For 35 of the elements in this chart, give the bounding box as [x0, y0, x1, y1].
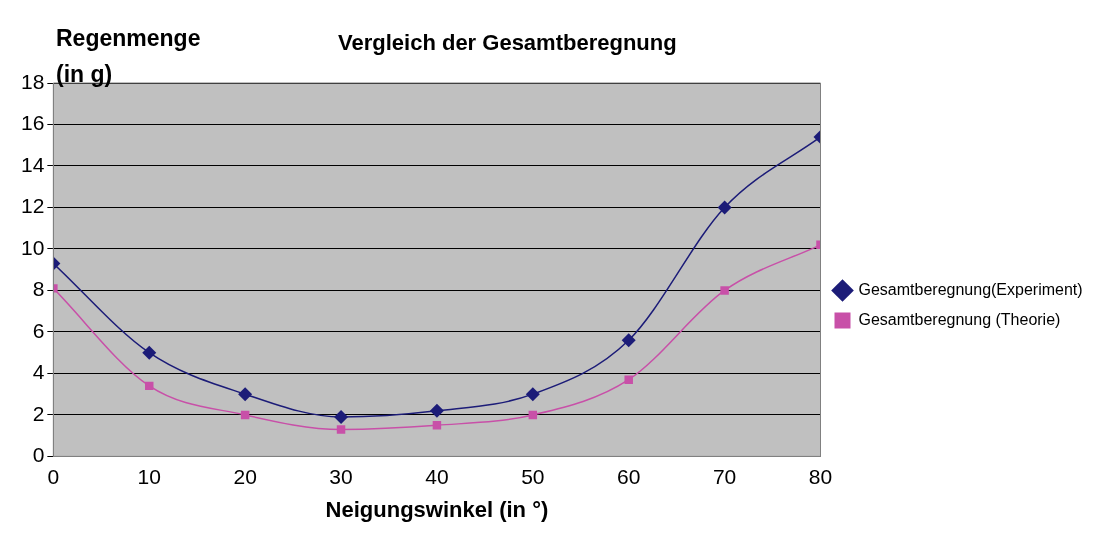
x-axis-title: Neigungswinkel (in °) — [325, 496, 549, 522]
legend-label: Gesamtberegnung (Theorie) — [858, 310, 1061, 328]
y-tick-label: 10 — [21, 235, 45, 259]
point — [429, 403, 444, 418]
point — [334, 409, 349, 424]
y-tick-label: 0 — [32, 443, 45, 467]
point — [525, 387, 540, 402]
x-tick-label: 60 — [617, 464, 641, 488]
y-tick-label: 18 — [21, 69, 45, 93]
y-tick-label: 6 — [32, 318, 45, 342]
y-axis-title: Regenmenge (in g) — [56, 24, 202, 89]
x-tick-label: 20 — [233, 464, 257, 488]
point — [142, 345, 157, 360]
point — [238, 387, 253, 402]
x-tick-label: 70 — [712, 464, 737, 488]
x-tick-label: 50 — [521, 464, 545, 488]
x-tick-label: 10 — [137, 464, 161, 488]
legend-label: Gesamtberegnung(Experiment) — [858, 280, 1083, 298]
x-tick-label: 80 — [808, 464, 833, 488]
x-tick-label: 30 — [329, 464, 353, 488]
point — [336, 425, 346, 434]
x-tick-label: 40 — [425, 464, 449, 488]
y-tick-label: 14 — [21, 152, 45, 176]
y-tick-label: 8 — [32, 277, 45, 301]
point — [624, 375, 633, 384]
point — [717, 200, 732, 215]
y-tick-label: 2 — [32, 401, 45, 425]
y-tick-label: 16 — [21, 111, 45, 135]
y-tick-label: 12 — [21, 194, 45, 218]
chart-title: Vergleich der Gesamtberegnung — [338, 30, 677, 56]
y-tick-label: 4 — [32, 360, 45, 384]
point — [621, 333, 636, 348]
point — [720, 286, 729, 295]
x-tick-label: 0 — [47, 464, 60, 488]
point — [432, 421, 442, 430]
